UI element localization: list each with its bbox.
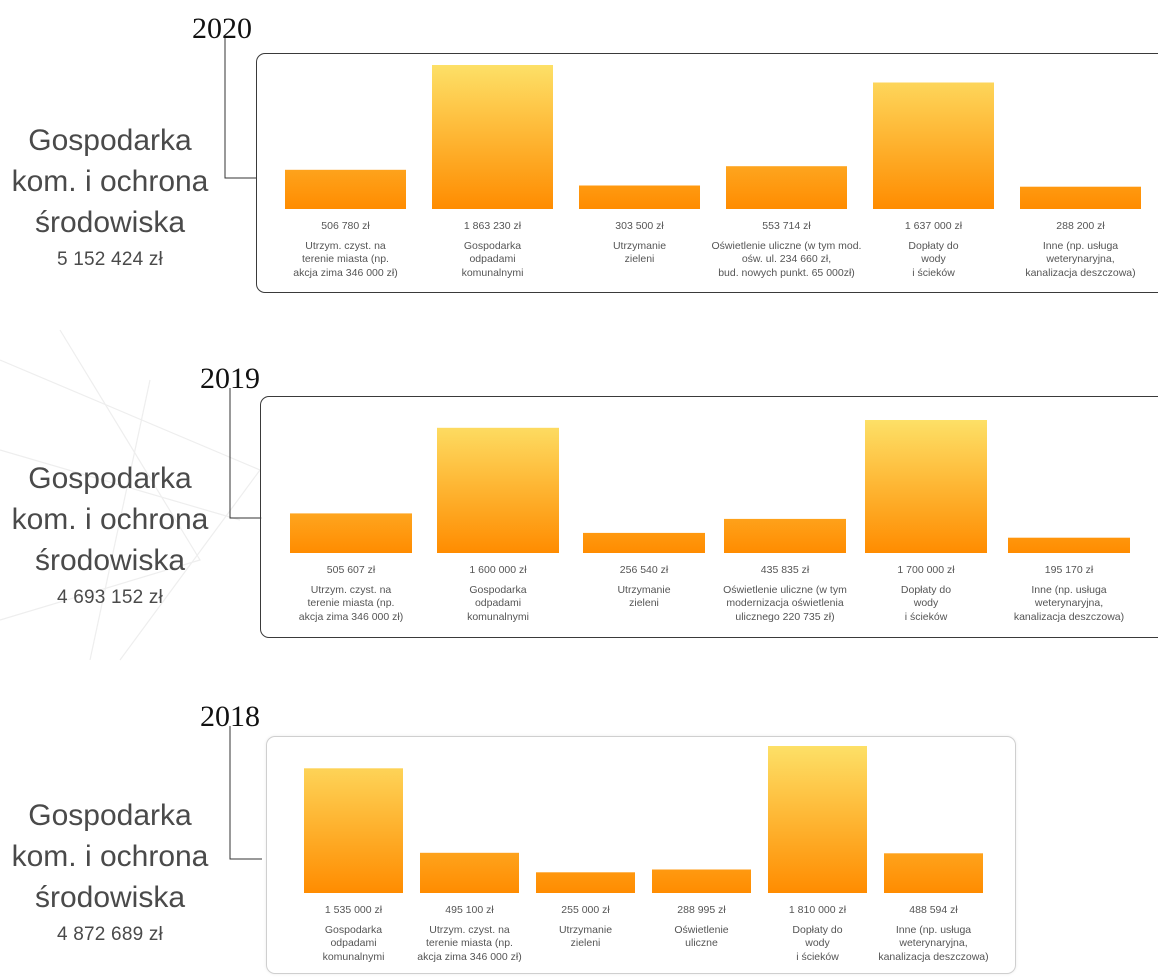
bar-2018-2 [420, 853, 519, 893]
bar-2018-3 [536, 872, 635, 893]
bar-2018-6 [884, 853, 983, 893]
category-label: Inne (np. usługa weterynaryjna, kanaliza… [854, 924, 1014, 965]
bar-2018-1 [304, 768, 403, 893]
bar-2018-4 [652, 870, 751, 894]
bar-label-2018-6: 488 594 zł Inne (np. usługa weterynaryjna… [854, 904, 1014, 964]
value-label: 488 594 zł [854, 904, 1014, 918]
bar-2018-5 [768, 746, 867, 893]
